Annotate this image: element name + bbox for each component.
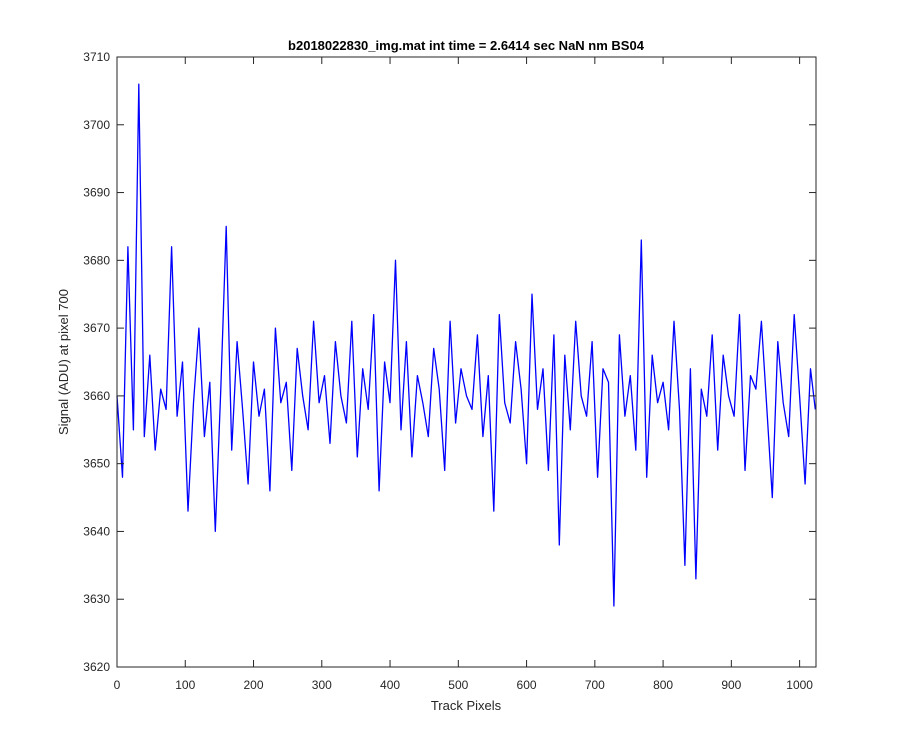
y-tick-label: 3700 <box>83 118 110 132</box>
y-tick-label: 3680 <box>83 253 110 267</box>
y-tick-label: 3650 <box>83 457 110 471</box>
x-tick-label: 1000 <box>786 678 813 692</box>
x-tick-label: 500 <box>448 678 468 692</box>
y-tick-label: 3670 <box>83 321 110 335</box>
series-line <box>116 83 816 607</box>
y-tick-label: 3640 <box>83 524 110 538</box>
x-tick-label: 400 <box>380 678 400 692</box>
y-tick-label: 3630 <box>83 592 110 606</box>
x-tick-label: 300 <box>312 678 332 692</box>
x-tick-label: 0 <box>114 678 121 692</box>
x-tick-label: 600 <box>517 678 537 692</box>
plot-area <box>117 57 816 667</box>
series-layer <box>116 83 816 607</box>
y-tick-label: 3690 <box>83 186 110 200</box>
axes-box <box>116 56 817 668</box>
x-tick-label: 800 <box>653 678 673 692</box>
x-tick-label: 200 <box>244 678 264 692</box>
x-axis-label: Track Pixels <box>431 698 502 713</box>
x-tick-label: 700 <box>585 678 605 692</box>
x-tick-label: 900 <box>721 678 741 692</box>
y-axis-label: Signal (ADU) at pixel 700 <box>56 289 71 435</box>
chart-title: b2018022830_img.mat int time = 2.6414 se… <box>288 38 645 53</box>
axes-layer: 0 100 200 300 400 500 600 700 800 900 1000 3620 3630… <box>83 50 817 692</box>
y-tick-label: 3710 <box>83 50 110 64</box>
x-tick-label: 100 <box>175 678 195 692</box>
y-tick-label: 3660 <box>83 389 110 403</box>
y-tick-label: 3620 <box>83 660 110 674</box>
